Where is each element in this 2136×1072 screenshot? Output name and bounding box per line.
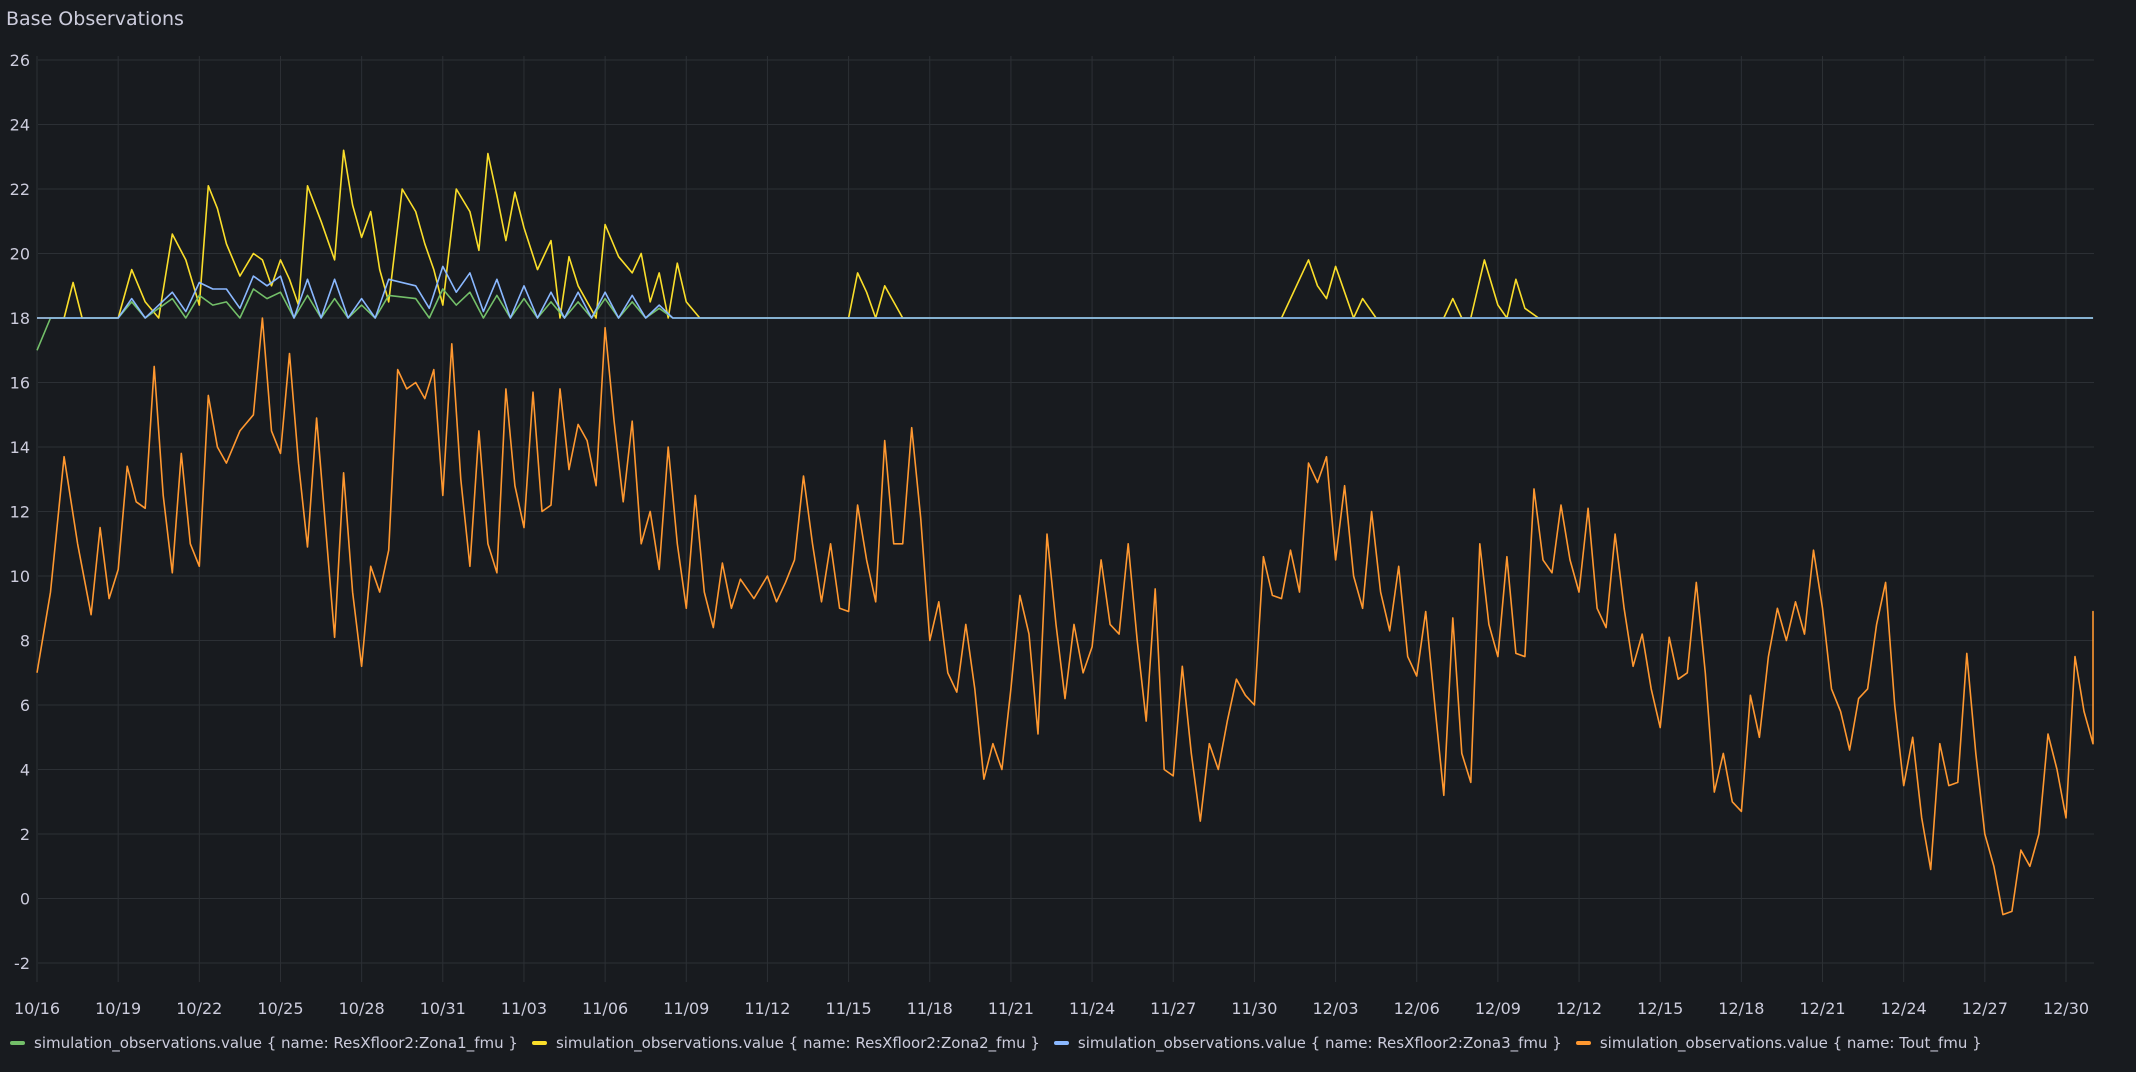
y-tick-label: 4: [20, 761, 30, 780]
x-tick-label: 11/21: [988, 999, 1034, 1018]
x-tick-label: 11/18: [907, 999, 953, 1018]
x-tick-label: 12/12: [1556, 999, 1602, 1018]
y-tick-label: 18: [10, 309, 30, 328]
y-tick-label: 8: [20, 632, 30, 651]
series-line-2[interactable]: [37, 265, 2093, 319]
y-tick-label: 10: [10, 567, 30, 586]
x-tick-label: 12/30: [2043, 999, 2089, 1018]
series-line-0[interactable]: [36, 288, 2093, 351]
x-tick-label: 11/24: [1069, 999, 1115, 1018]
x-tick-label: 10/19: [95, 999, 141, 1018]
legend-swatch: [1053, 1041, 1069, 1045]
y-tick-label: 12: [10, 503, 30, 522]
x-tick-label: 11/12: [744, 999, 790, 1018]
legend-swatch: [1575, 1041, 1591, 1045]
x-tick-label: 11/03: [501, 999, 547, 1018]
x-tick-label: 10/28: [339, 999, 385, 1018]
y-tick-label: 20: [10, 245, 30, 264]
x-tick-label: 10/25: [257, 999, 303, 1018]
x-tick-label: 12/09: [1475, 999, 1521, 1018]
y-tick-label: -2: [14, 954, 30, 973]
y-tick-label: 22: [10, 180, 30, 199]
x-tick-label: 12/18: [1718, 999, 1764, 1018]
x-tick-label: 11/09: [663, 999, 709, 1018]
x-tick-label: 10/31: [420, 999, 466, 1018]
y-tick-label: 24: [10, 116, 30, 135]
legend-label: simulation_observations.value { name: To…: [1599, 1034, 1982, 1052]
x-axis: 10/16 10/19 10/22 10/25 10/28 10/31 11/03 11/06…: [14, 999, 2089, 1018]
x-tick-label: 11/27: [1150, 999, 1196, 1018]
legend-item[interactable]: simulation_observations.value { name: To…: [1575, 1034, 1982, 1052]
x-tick-label: 11/30: [1231, 999, 1277, 1018]
legend-swatch: [531, 1041, 547, 1045]
x-tick-label: 12/06: [1394, 999, 1440, 1018]
series-line-3[interactable]: [36, 317, 2094, 916]
x-tick-label: 12/27: [1962, 999, 2008, 1018]
legend-label: simulation_observations.value { name: Re…: [555, 1034, 1040, 1052]
legend: simulation_observations.value { name: Re…: [10, 1031, 1996, 1055]
legend-item[interactable]: simulation_observations.value { name: Re…: [1053, 1034, 1562, 1052]
y-tick-label: 2: [20, 825, 30, 844]
y-tick-label: 6: [20, 696, 30, 715]
panel-title[interactable]: Base Observations: [6, 8, 184, 30]
x-tick-label: 12/15: [1637, 999, 1683, 1018]
legend-item[interactable]: simulation_observations.value { name: Re…: [531, 1034, 1040, 1052]
grid: [36, 56, 2094, 982]
y-tick-label: 14: [10, 438, 30, 457]
legend-item[interactable]: simulation_observations.value { name: Re…: [10, 1034, 518, 1052]
x-tick-label: 12/03: [1313, 999, 1359, 1018]
y-tick-label: 0: [20, 890, 30, 909]
legend-label: simulation_observations.value { name: Re…: [1077, 1034, 1562, 1052]
legend-label: simulation_observations.value { name: Re…: [34, 1034, 518, 1052]
legend-swatch: [10, 1041, 25, 1045]
x-tick-label: 12/24: [1881, 999, 1927, 1018]
x-tick-label: 10/22: [176, 999, 222, 1018]
x-tick-label: 11/15: [826, 999, 872, 1018]
y-tick-label: 16: [10, 374, 30, 393]
x-tick-label: 10/16: [14, 999, 60, 1018]
series-line-1[interactable]: [37, 149, 2093, 319]
x-tick-label: 12/21: [1799, 999, 1845, 1018]
series-lines: [36, 149, 2094, 916]
x-tick-label: 11/06: [582, 999, 628, 1018]
y-tick-label: 26: [10, 51, 30, 70]
